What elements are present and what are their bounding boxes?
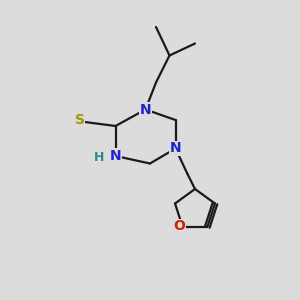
Text: H: H <box>94 151 104 164</box>
Text: N: N <box>110 149 121 163</box>
Text: S: S <box>74 113 85 127</box>
Text: N: N <box>170 142 181 155</box>
Text: N: N <box>140 103 151 116</box>
Text: O: O <box>174 219 186 233</box>
